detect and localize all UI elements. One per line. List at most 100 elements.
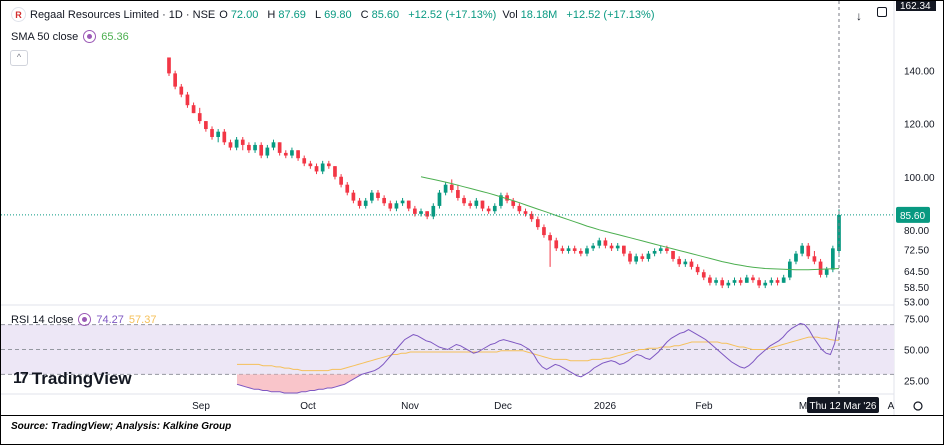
rsi-legend: RSI 14 close 74.27 57.37 bbox=[11, 313, 156, 326]
top-price-badge-label: 162.34 bbox=[900, 1, 931, 12]
candle-body bbox=[419, 211, 423, 214]
candle-body bbox=[726, 282, 731, 286]
candle-body bbox=[566, 248, 571, 251]
candle-body bbox=[499, 195, 503, 206]
candle-body bbox=[572, 248, 577, 251]
candle-body bbox=[474, 200, 479, 206]
candle-body bbox=[794, 253, 798, 262]
candle-body bbox=[333, 166, 337, 177]
rsi-settings-icon[interactable] bbox=[78, 313, 92, 326]
candle-body bbox=[529, 213, 534, 220]
candle-body bbox=[640, 256, 645, 259]
candle-body bbox=[615, 245, 620, 249]
fullscreen-icon[interactable] bbox=[877, 7, 887, 17]
candle-body bbox=[240, 139, 245, 145]
price-tick-label: 120.00 bbox=[904, 120, 935, 131]
candle-body bbox=[253, 144, 257, 151]
candle-body bbox=[413, 208, 417, 214]
time-tick-label: 2026 bbox=[594, 401, 617, 412]
candle-body bbox=[357, 200, 362, 206]
rsi-tick-label: 75.00 bbox=[904, 314, 929, 325]
candle-body bbox=[302, 158, 307, 164]
symbol-title[interactable]: Regaal Resources Limited · 1D · NSE bbox=[30, 8, 216, 21]
candle-body bbox=[671, 250, 675, 259]
candle-body bbox=[511, 200, 516, 206]
candle-body bbox=[228, 142, 233, 148]
candle-body bbox=[763, 282, 768, 286]
candle-body bbox=[400, 200, 405, 204]
gear-icon[interactable] bbox=[913, 401, 923, 411]
candle-body bbox=[216, 131, 221, 137]
price-tick-label: 100.00 bbox=[904, 173, 935, 184]
candle-body bbox=[204, 121, 208, 130]
footer-divider bbox=[1, 415, 943, 416]
candle-body bbox=[695, 266, 700, 273]
candle-body bbox=[394, 203, 399, 209]
candle-body bbox=[665, 248, 669, 251]
crosshair-date-badge bbox=[807, 397, 879, 413]
candle-body bbox=[283, 152, 288, 156]
candle-body bbox=[443, 184, 448, 193]
candle-body bbox=[437, 192, 442, 206]
tradingview-wordmark: TradingView bbox=[31, 369, 132, 388]
candle-body bbox=[523, 211, 528, 214]
candle-body bbox=[277, 142, 282, 153]
legend-collapse-toggle[interactable]: ^ bbox=[10, 50, 28, 66]
candle-body bbox=[806, 245, 811, 257]
candle-body bbox=[775, 280, 780, 283]
sma-settings-icon[interactable] bbox=[83, 30, 97, 43]
candle-body bbox=[677, 258, 682, 265]
candle-body bbox=[505, 195, 509, 201]
current-price-badge bbox=[896, 206, 930, 223]
price-tick-label: 140.00 bbox=[904, 67, 935, 78]
rsi-label[interactable]: RSI 14 close bbox=[11, 313, 74, 326]
current-price-badge-label: 85.60 bbox=[900, 211, 925, 222]
candle-body bbox=[486, 208, 491, 212]
price-tick-label: 80.00 bbox=[904, 226, 929, 237]
time-tick-label: Nov bbox=[401, 401, 419, 412]
time-tick-label: Feb bbox=[695, 401, 713, 412]
candle-body bbox=[320, 163, 325, 172]
candle-body bbox=[646, 253, 651, 259]
tradingview-logo: 17 TradingView bbox=[13, 369, 132, 389]
sma-label[interactable]: SMA 50 close bbox=[11, 30, 79, 43]
candle-body bbox=[388, 203, 393, 209]
candle-body bbox=[308, 163, 313, 167]
candle-body bbox=[781, 277, 786, 283]
symbol-logo: R bbox=[11, 7, 26, 22]
candle-body bbox=[290, 150, 294, 156]
candle-body bbox=[757, 280, 761, 286]
sma-legend: SMA 50 close 65.36 bbox=[11, 30, 129, 43]
candle-body bbox=[818, 261, 823, 275]
candle-body bbox=[456, 190, 460, 198]
tradingview-mark-icon: 17 bbox=[13, 370, 29, 387]
candle-body bbox=[406, 200, 411, 209]
download-icon[interactable]: ↓ bbox=[856, 9, 862, 23]
candle-body bbox=[345, 184, 350, 193]
candle-body bbox=[351, 192, 356, 201]
candle-body bbox=[173, 73, 177, 87]
candle-body bbox=[468, 203, 473, 206]
candle-body bbox=[247, 144, 251, 151]
candle-body bbox=[449, 184, 454, 191]
candle-body bbox=[831, 248, 835, 270]
time-tick-label: Oct bbox=[300, 401, 316, 412]
candle-body bbox=[824, 269, 829, 275]
time-tick-label: Sep bbox=[192, 401, 210, 412]
candle-body bbox=[376, 192, 380, 198]
price-tick-label: 64.50 bbox=[904, 267, 929, 278]
sma-50-line bbox=[420, 176, 840, 271]
candle-body bbox=[222, 131, 227, 143]
price-tick-label: 58.50 bbox=[904, 283, 929, 294]
candle-body bbox=[548, 235, 552, 241]
rsi-14-line bbox=[236, 319, 840, 394]
candle-body bbox=[554, 240, 559, 249]
candle-body bbox=[425, 211, 430, 217]
price-tick-label: 53.00 bbox=[904, 297, 929, 308]
candle-body bbox=[837, 214, 841, 251]
candle-body bbox=[185, 94, 190, 106]
candle-body bbox=[480, 200, 485, 209]
candle-body bbox=[326, 163, 331, 167]
price-chart[interactable]: 140.00 120.00 100.00 80.00 72.50 64.50 58.50 53… bbox=[1, 1, 943, 415]
